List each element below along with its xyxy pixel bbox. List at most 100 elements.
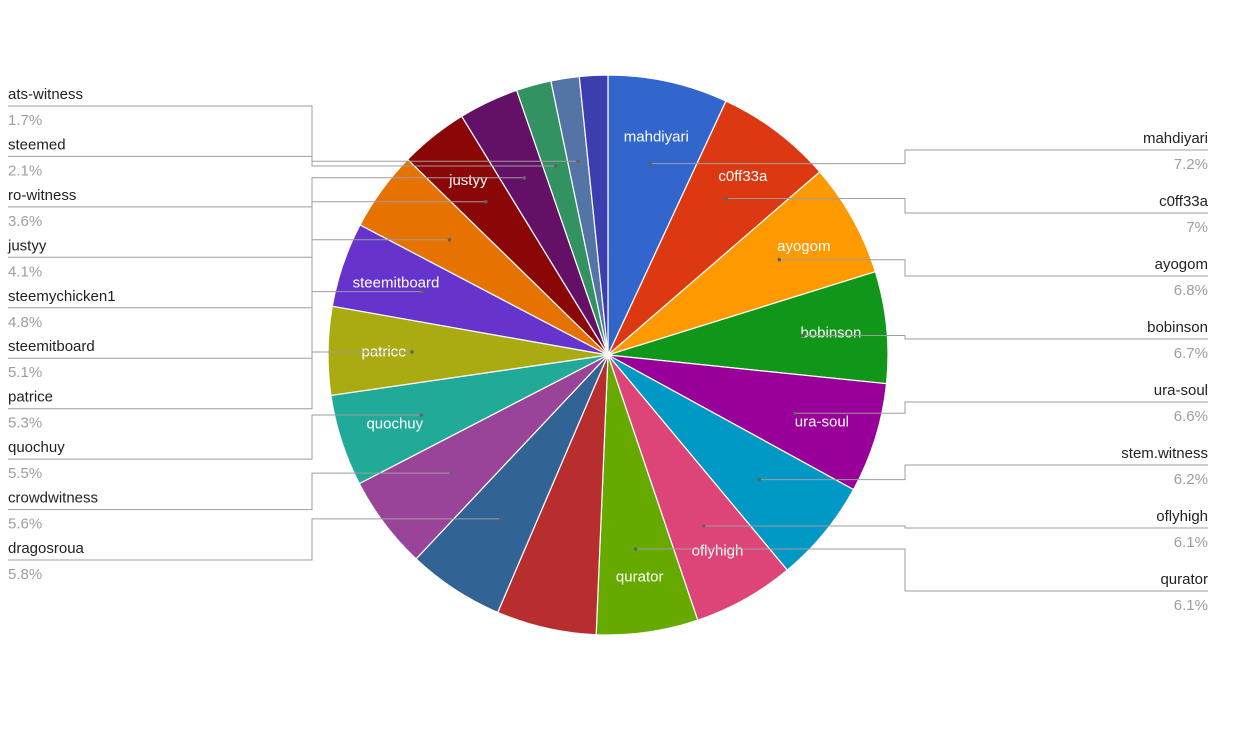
slice-label-oflyhigh: oflyhigh — [692, 542, 744, 559]
leader-line-steemychicken1 — [8, 239, 450, 309]
legend-entry-mahdiyari: mahdiyari 7.2% — [1143, 130, 1208, 173]
legend-entry-crowdwitness: crowdwitness 5.6% — [8, 490, 98, 533]
legend-entry-stem-witness: stem.witness 6.2% — [1121, 445, 1208, 488]
legend-name: bobinson — [1147, 319, 1208, 336]
leader-anchor-bobinson — [801, 333, 805, 338]
legend-name: ro-witness — [8, 187, 76, 204]
legend-percent: 6.1% — [1174, 597, 1208, 614]
leader-anchor-ayogom — [777, 257, 782, 262]
legend-entry-ura-soul: ura-soul 6.6% — [1154, 382, 1208, 425]
legend-entry-dragosroua: dragosroua 5.8% — [8, 540, 85, 583]
pie-slice-mahdiyari — [607, 74, 727, 356]
slice-label-justyy: justyy — [448, 172, 488, 189]
slice-label-quochuy: quochuy — [366, 416, 423, 433]
legend-percent: 6.7% — [1174, 345, 1208, 362]
legend-percent: 5.6% — [8, 516, 42, 533]
legend-entry-quochuy: quochuy 5.5% — [8, 439, 65, 482]
legend-name: ayogom — [1155, 256, 1208, 273]
leader-anchor-ro-witness — [522, 176, 527, 180]
legend-right: mahdiyari 7.2% c0ff33a 7% ayogom 6.8% bobinson… — [1121, 130, 1208, 614]
legend-percent: 1.7% — [8, 112, 42, 129]
slice-label-bobinson: bobinson — [800, 325, 861, 342]
slice-label-qurator: qurator — [616, 569, 664, 586]
legend-percent: 6.8% — [1174, 282, 1208, 299]
leader-line-dragosroua — [8, 518, 501, 561]
pie-slice-unlabeled-19 — [578, 74, 609, 356]
legend-name: patrice — [8, 389, 53, 406]
legend-name: steemychicken1 — [8, 288, 116, 305]
inside-labels: mahdiyari c0ff33a ayogom bobinson ura-soul of… — [353, 128, 862, 585]
leader-line-mahdiyari — [650, 149, 1208, 165]
leader-anchor-c0ff33a — [724, 196, 728, 201]
legend-name: oflyhigh — [1156, 508, 1208, 525]
legend-left: ats-witness 1.7% steemed 2.1% ro-witness 3.6%… — [7, 86, 116, 583]
leader-anchor-quochuy — [419, 413, 424, 417]
legend-percent: 5.1% — [8, 364, 42, 381]
legend-name: c0ff33a — [1159, 193, 1209, 210]
legend-percent: 7.2% — [1174, 156, 1208, 173]
legend-percent: 4.1% — [8, 263, 42, 280]
leader-line-crowdwitness — [8, 472, 452, 511]
leader-anchor-ats-witness — [576, 159, 580, 164]
leader-anchor-oflyhigh — [702, 524, 706, 528]
legend-percent: 6.2% — [1174, 471, 1208, 488]
legend-percent: 5.8% — [8, 566, 42, 583]
slice-label-steemitboard: steemitboard — [353, 275, 440, 292]
leader-line-justyy — [8, 201, 486, 258]
legend-percent: 3.6% — [8, 213, 42, 230]
slice-label-ayogom: ayogom — [777, 238, 830, 255]
legend-name: stem.witness — [1121, 445, 1208, 462]
leader-lines — [8, 105, 1208, 592]
leader-line-ayogom — [779, 259, 1208, 277]
leader-line-quochuy — [8, 414, 422, 460]
pie-slice-bobinson — [607, 270, 889, 385]
leader-line-patrice — [8, 351, 412, 410]
legend-name: qurator — [1160, 571, 1208, 588]
leader-anchor-steemed — [554, 164, 558, 168]
leader-anchor-mahdiyari — [648, 161, 653, 166]
leader-line-ura-soul — [795, 401, 1208, 414]
leader-anchor-qurator — [633, 547, 638, 551]
legend-percent: 2.1% — [8, 162, 42, 179]
legend-name: justyy — [7, 237, 47, 254]
leader-line-c0ff33a — [726, 198, 1208, 214]
leader-anchor-dragosroua — [498, 517, 503, 521]
leader-line-oflyhigh — [703, 525, 1208, 529]
leader-line-steemed — [8, 155, 556, 167]
leader-line-bobinson — [803, 335, 1208, 340]
legend-name: steemitboard — [8, 338, 95, 355]
pie-slice-ura-soul — [607, 354, 888, 491]
legend-percent: 6.1% — [1174, 534, 1208, 551]
leader-anchor-patrice — [410, 350, 414, 354]
pie-slices — [327, 74, 889, 636]
legend-percent: 5.3% — [8, 415, 42, 432]
leader-anchor-stem-witness — [757, 477, 762, 482]
leader-line-ro-witness — [8, 177, 525, 208]
leader-anchor-ura-soul — [793, 411, 797, 416]
legend-name: dragosroua — [8, 540, 85, 557]
legend-entry-ats-witness: ats-witness 1.7% — [8, 86, 83, 129]
legend-percent: 5.5% — [8, 465, 42, 482]
legend-entry-justyy: justyy 4.1% — [7, 237, 47, 280]
leader-line-ats-witness — [8, 105, 578, 162]
legend-entry-qurator: qurator 6.1% — [1160, 571, 1208, 614]
legend-name: quochuy — [8, 439, 65, 456]
leader-anchor-crowdwitness — [449, 471, 454, 475]
leader-line-qurator — [635, 548, 1208, 592]
leader-line-steemitboard — [8, 291, 423, 359]
legend-entry-bobinson: bobinson 6.7% — [1147, 319, 1208, 362]
slice-label-ura-soul: ura-soul — [795, 414, 849, 431]
legend-entry-steemed: steemed 2.1% — [8, 136, 66, 179]
legend-name: ats-witness — [8, 86, 83, 103]
leader-anchor-steemychicken1 — [447, 238, 452, 242]
legend-entry-patrice: patrice 5.3% — [8, 389, 53, 432]
pie-slice-ayogom — [607, 171, 877, 356]
legend-entry-c0ff33a: c0ff33a 7% — [1159, 193, 1209, 236]
pie-slice-c0ff33a — [607, 100, 821, 356]
leader-anchor-justyy — [483, 200, 488, 204]
legend-entry-steemitboard: steemitboard 5.1% — [8, 338, 95, 381]
legend-percent: 6.6% — [1174, 408, 1208, 425]
leader-line-stem-witness — [759, 464, 1208, 481]
legend-name: crowdwitness — [8, 490, 98, 507]
